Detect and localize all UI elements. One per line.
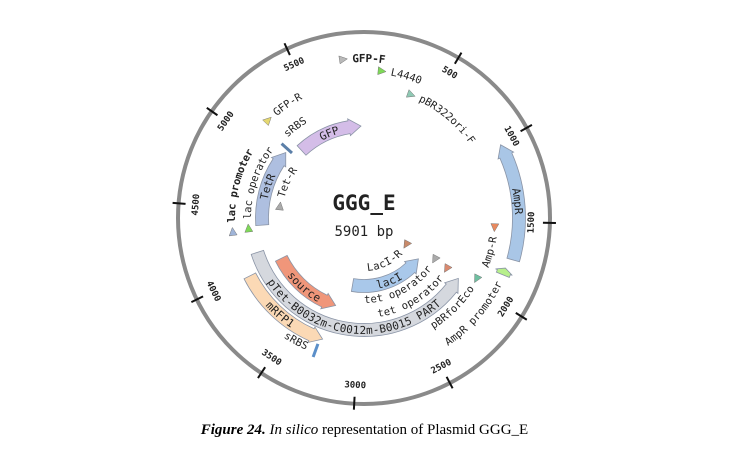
feature-label-text: Amp-R xyxy=(480,235,500,269)
feature-marker-operator[interactable] xyxy=(432,253,441,264)
tick-3500 xyxy=(257,366,266,379)
tick-500 xyxy=(453,52,463,65)
feature-ampr[interactable] xyxy=(497,144,526,263)
tick-4500 xyxy=(172,201,186,205)
tick-5500 xyxy=(283,42,291,56)
tick-1000 xyxy=(520,124,533,133)
figure-label: Figure 24. xyxy=(200,422,266,438)
plasmid-size: 5901 bp xyxy=(334,224,393,240)
feature-ampr-promoter[interactable] xyxy=(495,267,513,278)
feature-marker-operator[interactable] xyxy=(444,263,453,273)
feature-label-text: pBR322ori-F xyxy=(417,93,477,146)
feature-label: L4440 xyxy=(390,67,424,87)
feature-label-text: GFP-F xyxy=(352,51,386,65)
plasmid-backbone xyxy=(176,30,552,406)
caption-text: representation of Plasmid GGG_E xyxy=(318,422,529,438)
tick-3000 xyxy=(352,396,356,410)
feature-marker-primer[interactable] xyxy=(377,66,387,76)
feature-marker-primer[interactable] xyxy=(474,273,483,284)
tick-label: 4500 xyxy=(191,194,203,216)
feature-label-text: L4440 xyxy=(390,67,424,87)
feature-label-text: GFP-R xyxy=(271,91,304,119)
tick-label: 1500 xyxy=(527,211,538,233)
feature-label: GFP-F xyxy=(352,51,386,65)
feature-marker-primer[interactable] xyxy=(338,55,348,65)
tick-label: 2000 xyxy=(496,295,516,319)
feature-label: pBR322ori-F xyxy=(417,93,477,146)
tick-4000 xyxy=(190,295,204,303)
feature-label-text: sRBS xyxy=(282,115,309,140)
tick-5000 xyxy=(206,106,219,117)
feature-marker-operator[interactable] xyxy=(244,223,254,233)
tick-label: 3500 xyxy=(259,348,283,368)
feature-source[interactable] xyxy=(274,254,337,310)
tick-2500 xyxy=(445,376,454,389)
tick-label: 2500 xyxy=(430,358,454,377)
feature-marker-promoter[interactable] xyxy=(228,226,238,237)
feature-ptet-b0032m-c0012m-b0015-part[interactable] xyxy=(250,249,459,337)
feature-marker-primer[interactable] xyxy=(274,201,284,211)
feature-mrfp1[interactable] xyxy=(243,272,324,344)
tick-label: 5500 xyxy=(282,56,306,74)
plasmid-map: 500 1000 1500 2000 2500 3000 3500 4000 4500 5000 5… xyxy=(172,30,556,410)
tick-label: 4000 xyxy=(204,280,222,304)
feature-label: GFP-R xyxy=(271,91,304,119)
feature-gfp[interactable] xyxy=(296,118,362,156)
figure-caption: Figure 24. In silico representation of P… xyxy=(0,422,729,439)
tick-2000 xyxy=(515,312,528,321)
feature-label: sRBS xyxy=(282,115,309,140)
feature-marker-primer[interactable] xyxy=(262,116,272,127)
feature-marker-rbs[interactable] xyxy=(280,142,293,155)
tick-label: 5000 xyxy=(216,110,237,133)
feature-marker-rbs[interactable] xyxy=(311,343,320,358)
feature-marker-primer[interactable] xyxy=(405,89,416,98)
tick-label: 1000 xyxy=(501,125,520,149)
tick-label: 3000 xyxy=(344,380,366,391)
tick-label: 500 xyxy=(440,65,459,82)
feature-marker-primer[interactable] xyxy=(490,223,500,233)
feature-laci[interactable] xyxy=(350,258,419,293)
feature-tetr[interactable] xyxy=(255,151,287,227)
caption-italic: In silico xyxy=(269,422,319,438)
plasmid-name: GGG_E xyxy=(332,191,395,215)
feature-label: Amp-R xyxy=(480,235,500,269)
feature-marker-primer[interactable] xyxy=(403,239,413,249)
